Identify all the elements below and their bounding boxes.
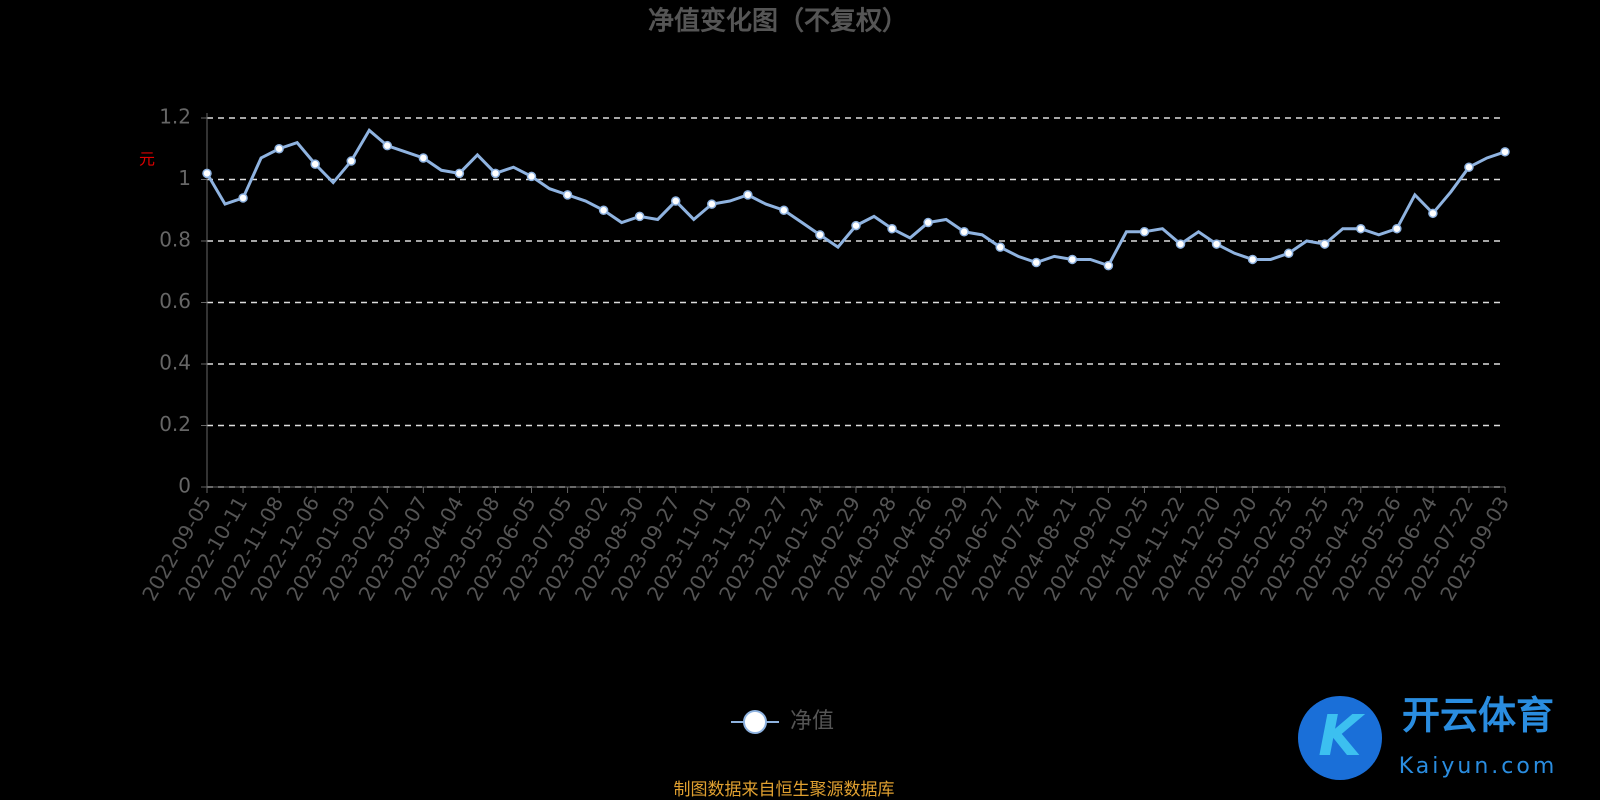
point	[1319, 239, 1330, 249]
point	[238, 193, 248, 203]
point	[562, 190, 573, 200]
point	[454, 168, 465, 179]
source-note: 制图数据来自恒生聚源数据库	[674, 780, 895, 800]
point	[1067, 254, 1078, 265]
point	[959, 227, 969, 237]
point	[1464, 162, 1474, 172]
y-tick-label: 0.4	[159, 351, 191, 375]
y-tick-label: 0.8	[159, 228, 191, 252]
point	[887, 223, 897, 234]
point	[526, 171, 537, 182]
point	[1500, 147, 1510, 157]
point	[707, 199, 717, 209]
y-axis-label: 元	[139, 150, 155, 169]
point	[670, 196, 681, 206]
y-tick-label: 1.2	[159, 105, 191, 129]
point	[1139, 227, 1150, 237]
series-line	[205, 127, 1506, 268]
point	[1103, 260, 1114, 271]
point	[1247, 254, 1258, 265]
point	[923, 217, 933, 228]
point	[634, 211, 645, 222]
logo-k: K	[1318, 704, 1365, 769]
watermark: K 开云体育 Kaiyun.com	[1298, 694, 1558, 780]
point	[1428, 208, 1438, 219]
point	[1175, 239, 1186, 249]
logo-circle	[1298, 696, 1382, 780]
y-tick-label: 1	[178, 166, 191, 190]
legend-marker	[743, 710, 767, 734]
y-tick-label: 0	[178, 474, 191, 498]
chart-title: 净值变化图（不复权）	[648, 6, 908, 37]
point	[310, 159, 320, 169]
watermark-site: Kaiyun.com	[1399, 754, 1558, 779]
point	[598, 205, 609, 215]
point	[995, 242, 1005, 252]
point	[779, 205, 789, 215]
point	[346, 156, 356, 166]
point	[418, 153, 429, 163]
point	[1283, 248, 1294, 259]
point	[851, 220, 861, 231]
point	[815, 230, 825, 240]
point	[382, 140, 393, 151]
watermark-brand: 开云体育	[1402, 694, 1554, 738]
y-tick-label: 0.6	[159, 289, 191, 313]
point	[743, 190, 753, 200]
point	[1211, 239, 1222, 249]
point	[490, 168, 501, 179]
point	[1392, 223, 1402, 234]
point	[1031, 257, 1042, 268]
point	[1356, 223, 1366, 234]
legend-label: 净值	[790, 709, 834, 734]
y-tick-label: 0.2	[159, 412, 191, 436]
point	[274, 144, 284, 154]
point	[202, 168, 212, 179]
